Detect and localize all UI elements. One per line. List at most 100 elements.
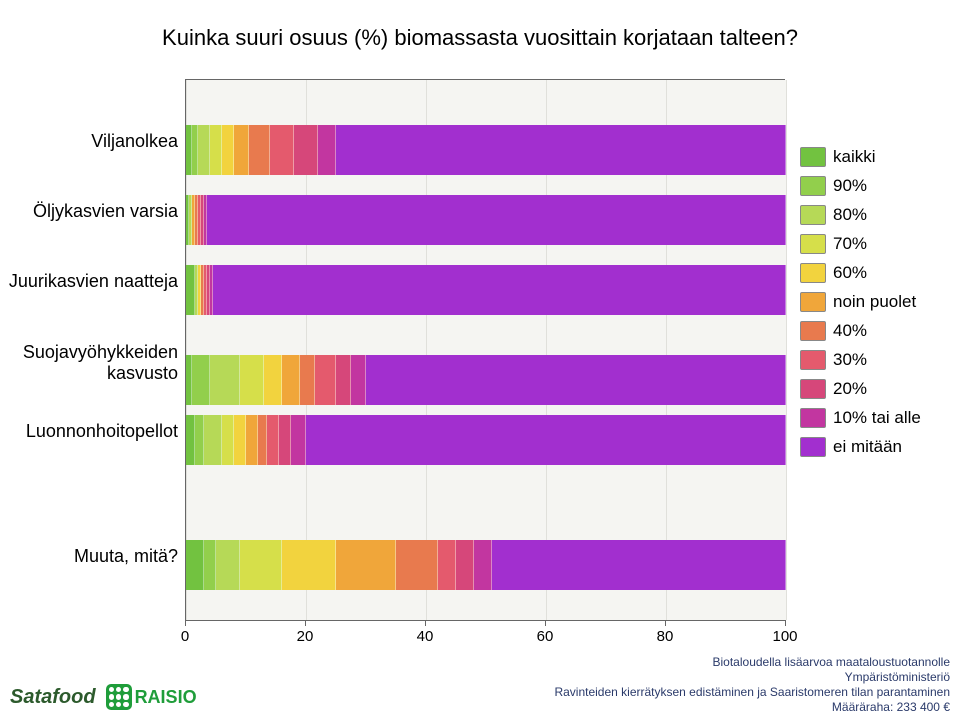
legend-label: 90%	[833, 176, 867, 196]
legend-swatch	[800, 379, 826, 399]
bar-segment	[291, 415, 306, 465]
y-axis-label: Viljanolkea	[8, 131, 178, 152]
bar-segment	[351, 355, 366, 405]
bar-segment	[267, 415, 279, 465]
legend-item: 30%	[800, 348, 921, 372]
bar-segment	[396, 540, 438, 590]
bar-segment	[279, 415, 291, 465]
bar-segment	[270, 125, 294, 175]
x-tick	[185, 620, 186, 626]
legend-label: 60%	[833, 263, 867, 283]
legend-label: 20%	[833, 379, 867, 399]
stacked-bar	[186, 540, 786, 590]
bar-segment	[222, 415, 234, 465]
bar-segment	[294, 125, 318, 175]
x-tick	[545, 620, 546, 626]
bar-row	[186, 195, 786, 245]
x-tick	[425, 620, 426, 626]
legend-swatch	[800, 321, 826, 341]
bar-segment	[264, 355, 282, 405]
legend-label: 80%	[833, 205, 867, 225]
bar-segment	[249, 125, 270, 175]
legend-label: 40%	[833, 321, 867, 341]
y-axis-label: Juurikasvien naatteja	[8, 271, 178, 292]
footer-line: Ravinteiden kierrätyksen edistäminen ja …	[554, 685, 950, 700]
footer: Biotaloudella lisäarvoa maataloustuotann…	[554, 655, 950, 715]
bar-segment	[300, 355, 315, 405]
axis-bottom-line	[185, 620, 785, 621]
bar-segment	[318, 125, 336, 175]
bar-segment	[366, 355, 786, 405]
chart-plot-area	[185, 80, 787, 620]
bar-segment	[210, 355, 240, 405]
bar-segment	[234, 125, 249, 175]
bar-segment	[204, 415, 222, 465]
raisio-icon	[106, 684, 132, 710]
footer-line: Ympäristöministeriö	[554, 670, 950, 685]
legend-item: 40%	[800, 319, 921, 343]
legend-label: 70%	[833, 234, 867, 254]
raisio-logo: RAISIO	[106, 684, 197, 710]
bar-segment	[186, 265, 195, 315]
legend-swatch	[800, 408, 826, 428]
legend-item: ei mitään	[800, 435, 921, 459]
bar-segment	[258, 415, 267, 465]
legend-swatch	[800, 263, 826, 283]
footer-line: Määräraha: 233 400 €	[554, 700, 950, 715]
stacked-bar	[186, 355, 786, 405]
raisio-text: RAISIO	[135, 687, 197, 708]
y-axis-label: Luonnonhoitopellot	[8, 421, 178, 442]
bar-row	[186, 415, 786, 465]
legend: kaikki 90% 80% 70% 60% noin puolet 40% 30% 20% 10…	[800, 145, 921, 464]
x-tick-label: 100	[772, 628, 797, 645]
bar-row	[186, 355, 786, 405]
bar-row	[186, 265, 786, 315]
legend-item: noin puolet	[800, 290, 921, 314]
legend-item: kaikki	[800, 145, 921, 169]
legend-item: 10% tai alle	[800, 406, 921, 430]
bar-segment	[240, 540, 282, 590]
stacked-bar	[186, 415, 786, 465]
bar-row	[186, 125, 786, 175]
bar-segment	[210, 125, 222, 175]
bar-segment	[198, 125, 210, 175]
bar-segment	[213, 265, 786, 315]
satafood-logo: Satafood	[10, 686, 96, 709]
x-tick-label: 20	[297, 628, 314, 645]
x-tick-label: 0	[181, 628, 189, 645]
bar-segment	[195, 415, 204, 465]
bar-segment	[282, 540, 336, 590]
legend-swatch	[800, 205, 826, 225]
bar-segment	[204, 540, 216, 590]
bar-segment	[246, 415, 258, 465]
bar-segment	[216, 540, 240, 590]
x-tick	[305, 620, 306, 626]
grid-line	[786, 80, 787, 620]
legend-item: 20%	[800, 377, 921, 401]
footer-line: Biotaloudella lisäarvoa maataloustuotann…	[554, 655, 950, 670]
bar-segment	[192, 355, 210, 405]
bar-segment	[282, 355, 300, 405]
bar-segment	[456, 540, 474, 590]
logo-bar: Satafood RAISIO	[10, 684, 197, 710]
bar-segment	[474, 540, 492, 590]
legend-label: ei mitään	[833, 437, 902, 457]
page-title: Kuinka suuri osuus (%) biomassasta vuosi…	[0, 25, 960, 51]
bar-segment	[336, 540, 396, 590]
x-tick	[665, 620, 666, 626]
bar-segment	[186, 415, 195, 465]
x-tick-label: 80	[657, 628, 674, 645]
legend-swatch	[800, 437, 826, 457]
bar-row	[186, 540, 786, 590]
legend-item: 90%	[800, 174, 921, 198]
legend-label: noin puolet	[833, 292, 916, 312]
legend-label: kaikki	[833, 147, 876, 167]
legend-swatch	[800, 234, 826, 254]
x-tick-label: 40	[417, 628, 434, 645]
legend-item: 60%	[800, 261, 921, 285]
bar-segment	[438, 540, 456, 590]
bar-segment	[234, 415, 246, 465]
stacked-bar	[186, 265, 786, 315]
legend-label: 10% tai alle	[833, 408, 921, 428]
stacked-bar	[186, 125, 786, 175]
